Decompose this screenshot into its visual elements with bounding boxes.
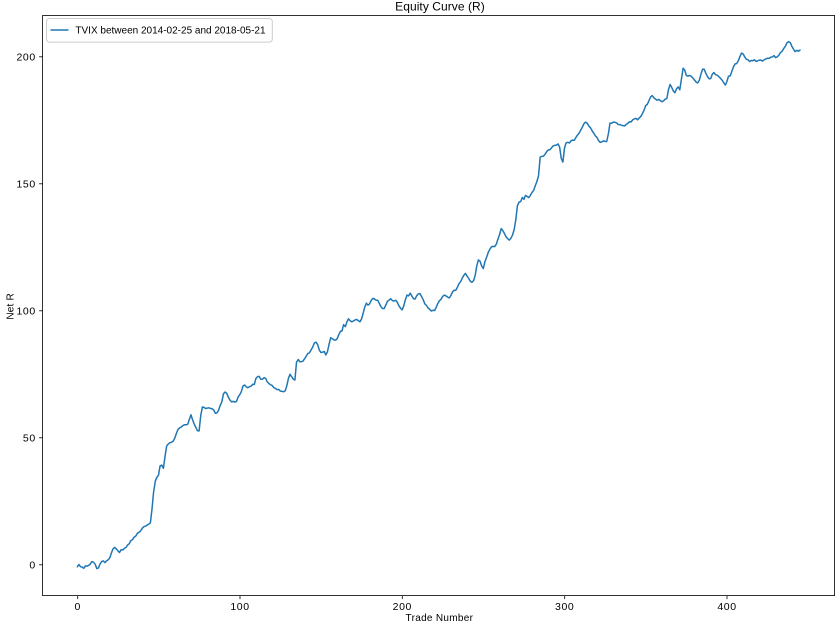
svg-text:150: 150 [16, 178, 35, 190]
svg-text:0: 0 [29, 559, 35, 571]
svg-text:TVIX between 2014-02-25 and 20: TVIX between 2014-02-25 and 2018-05-21 [75, 26, 266, 37]
svg-text:200: 200 [393, 601, 412, 613]
svg-text:0: 0 [74, 601, 80, 613]
svg-text:300: 300 [555, 601, 574, 613]
svg-text:Trade Number: Trade Number [406, 613, 474, 624]
svg-text:Equity Curve (R): Equity Curve (R) [395, 0, 485, 14]
svg-text:200: 200 [16, 51, 35, 63]
svg-text:50: 50 [23, 432, 36, 444]
svg-text:400: 400 [717, 601, 736, 613]
svg-text:Net R: Net R [6, 293, 17, 320]
svg-text:100: 100 [230, 601, 249, 613]
svg-text:100: 100 [16, 305, 35, 317]
